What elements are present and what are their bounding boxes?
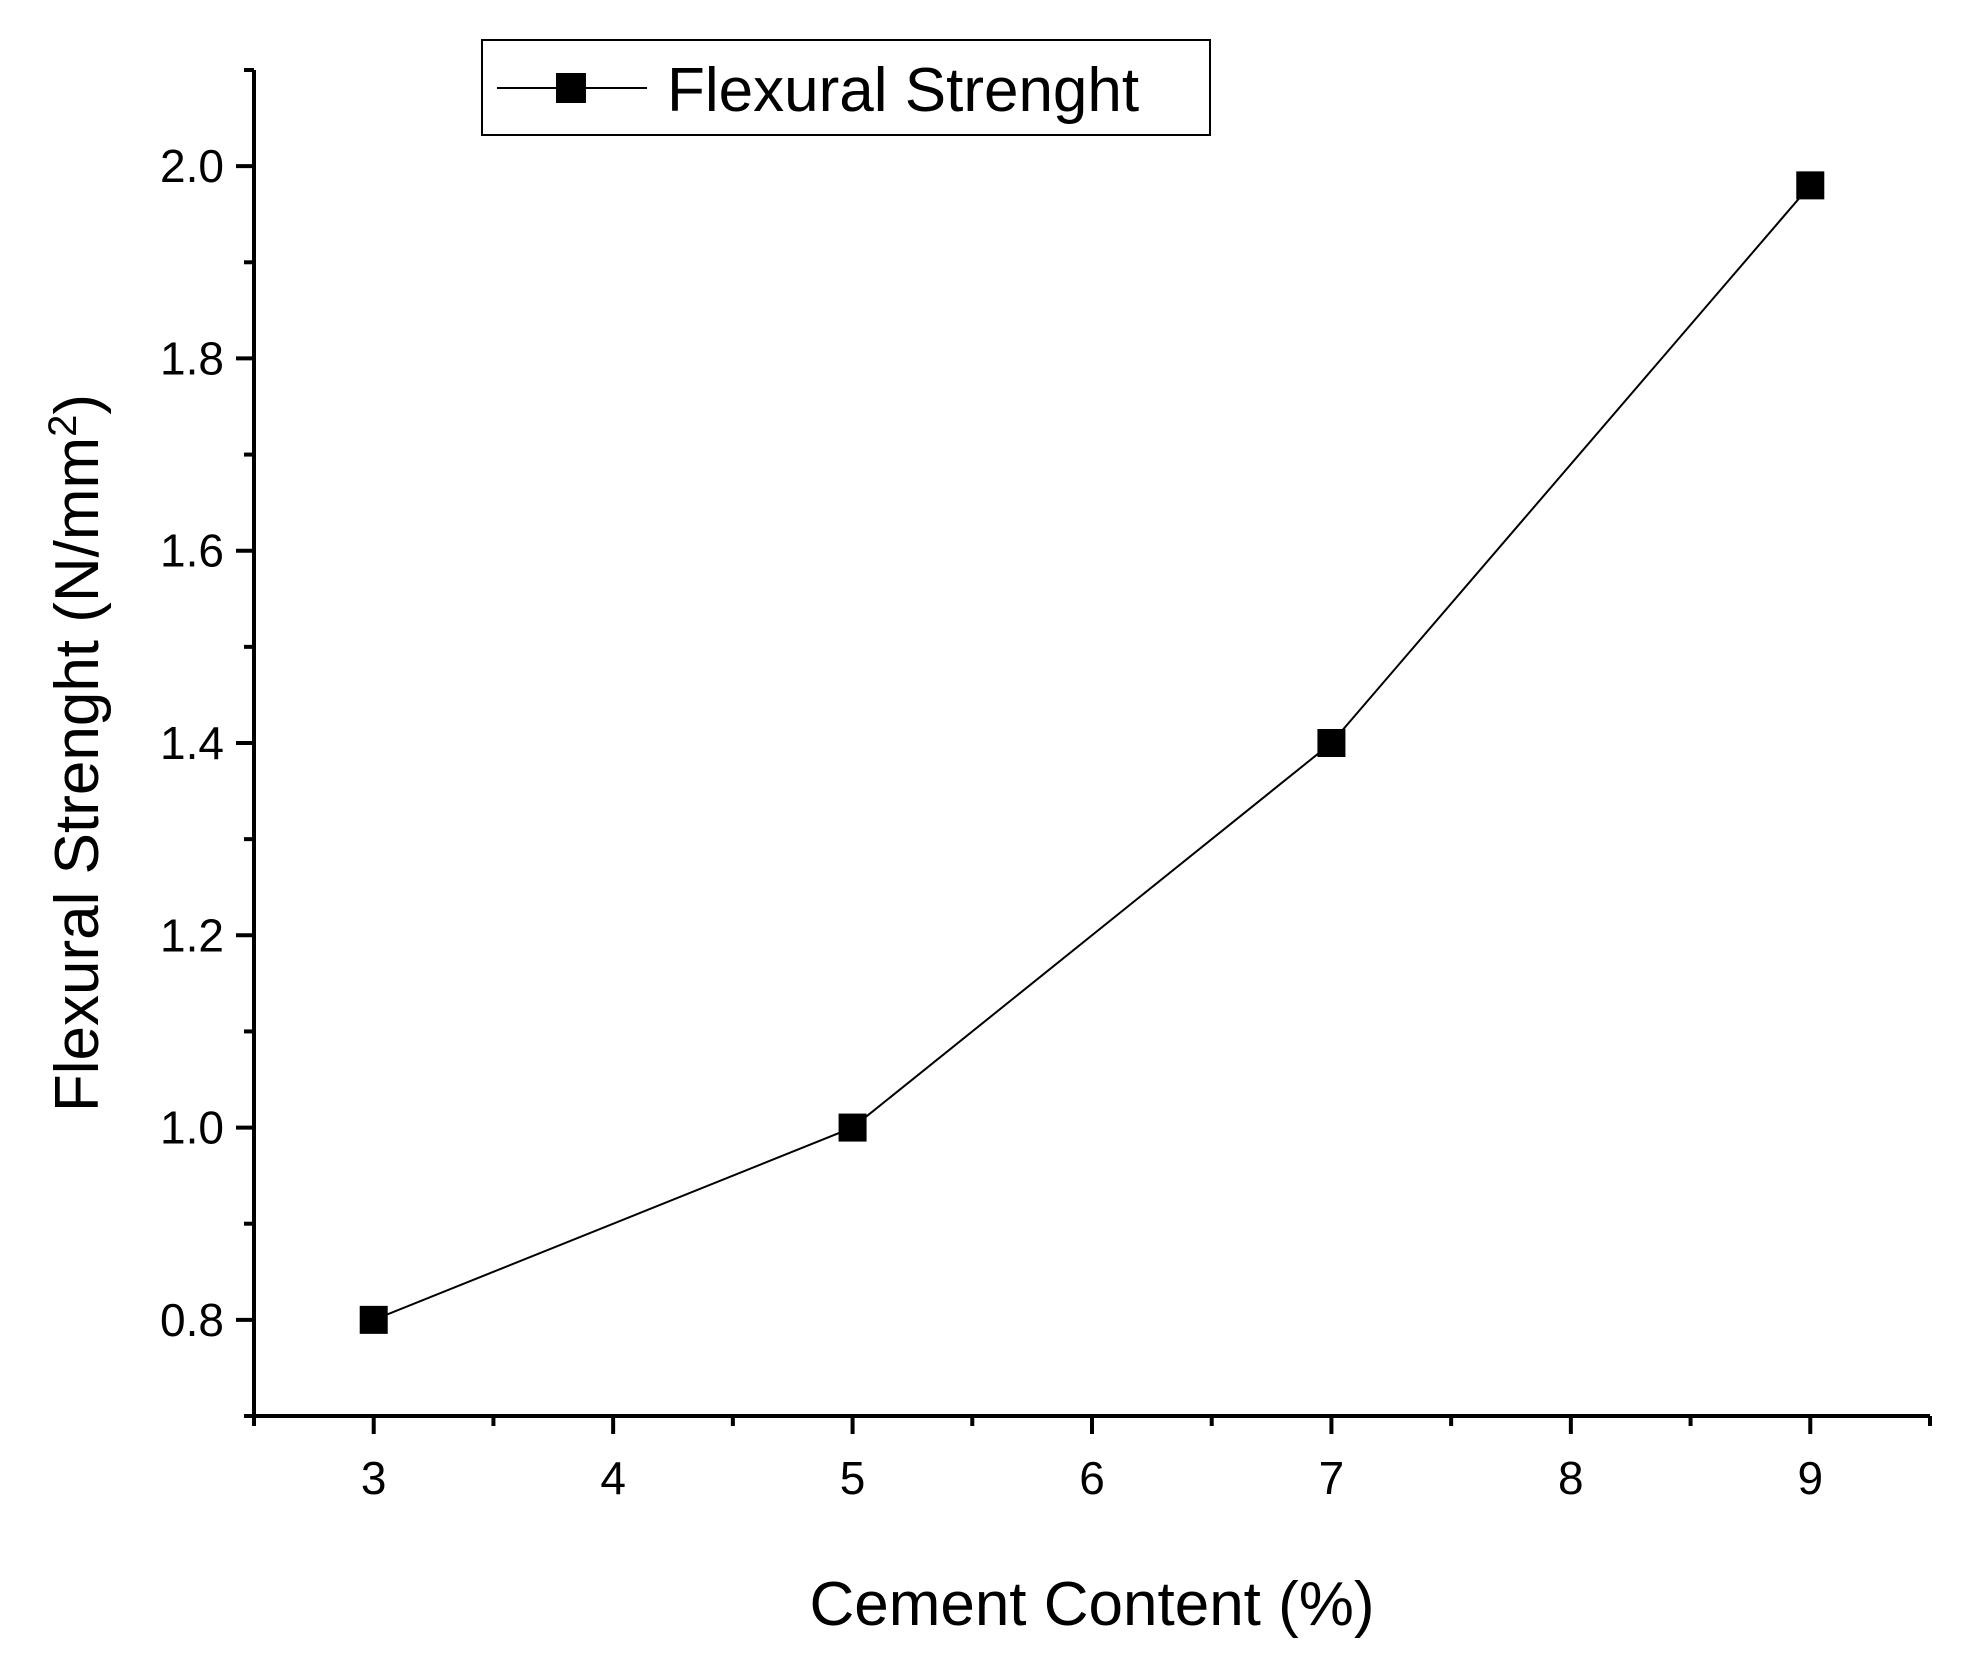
x-tick-label: 5: [840, 1452, 866, 1504]
y-tick-label: 1.8: [160, 332, 224, 384]
legend-label: Flexural Strenght: [667, 56, 1139, 125]
x-tick-label: 3: [361, 1452, 387, 1504]
x-tick-label: 8: [1558, 1452, 1584, 1504]
legend-marker-square: [556, 73, 586, 103]
data-point-marker: [1317, 729, 1346, 757]
y-tick-label: 2.0: [160, 140, 224, 192]
series-line: [373, 184, 1812, 1321]
axes: [252, 70, 1930, 1418]
x-tick-label: 6: [1079, 1452, 1105, 1504]
x-tick-label: 4: [600, 1452, 626, 1504]
y-axis-title-close: ): [43, 394, 112, 415]
x-tick-label: 7: [1319, 1452, 1345, 1504]
tick-labels: 3 4 5 6 7 8 9 0.8 1.0 1.2 1.4 1.6 1.8 2.0: [160, 140, 1823, 1504]
legend: Flexural Strenght: [481, 39, 1211, 136]
y-tick-label: 1.4: [160, 717, 224, 769]
data-point-marker: [1796, 171, 1825, 200]
y-axis-title-superscript: 2: [41, 415, 85, 437]
x-tick-label: 9: [1797, 1452, 1823, 1504]
y-tick-label: 1.6: [160, 525, 224, 577]
y-axis-title: Flexural Strenght (N/mm2): [41, 394, 112, 1112]
y-tick-label: 0.8: [160, 1294, 224, 1346]
data-point-marker: [838, 1113, 867, 1142]
ticks: [236, 68, 1932, 1434]
series-layer: [359, 171, 1825, 1334]
x-axis-title: Cement Content (%): [809, 1570, 1374, 1639]
y-tick-label: 1.0: [160, 1102, 224, 1154]
data-point-marker: [359, 1305, 388, 1334]
y-tick-label: 1.2: [160, 909, 224, 961]
y-axis-title-main: Flexural Strenght (N/mm: [43, 437, 112, 1112]
